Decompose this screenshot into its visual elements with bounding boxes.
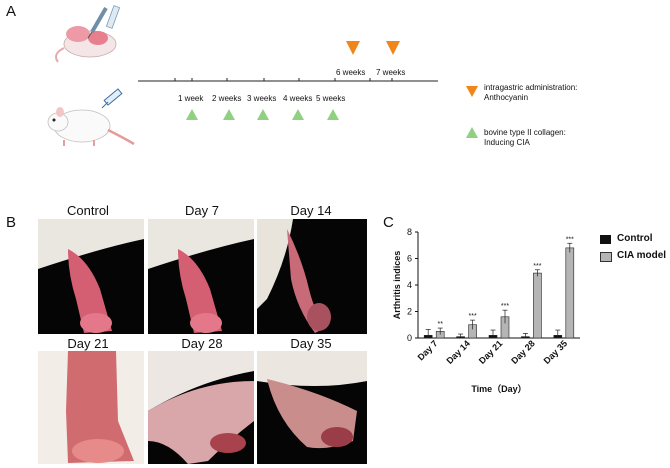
legend-cia-label: CIA model <box>617 250 667 261</box>
green-marker-week1 <box>186 109 198 120</box>
panel-c-letter: C <box>383 214 394 231</box>
green-marker-week3 <box>257 109 269 120</box>
chart-axes <box>415 231 580 339</box>
panel-a-letter: A <box>6 3 17 20</box>
photo-title-day28: Day 28 <box>181 336 223 351</box>
photo-title-day21: Day 21 <box>67 336 109 351</box>
rat-syringe-illustration <box>47 88 135 146</box>
photo-title-day7: Day 7 <box>185 203 219 218</box>
green-marker-week4 <box>292 109 304 120</box>
paw-photo-control <box>38 219 144 334</box>
legend-green-triangle <box>466 127 478 138</box>
chart-bars <box>423 242 575 339</box>
bar-cia-4 <box>533 272 542 339</box>
significance-label: *** <box>501 303 509 310</box>
paw-photo-day35 <box>257 351 367 464</box>
week-label-2: 2 weeks <box>212 94 242 103</box>
significance-label: *** <box>566 236 574 243</box>
paw-photo-day7 <box>148 219 254 334</box>
orange-marker-week7 <box>386 41 400 55</box>
photo-title-control: Control <box>67 203 109 218</box>
legend-control-label: Control <box>617 233 653 244</box>
legend-green-text: bovine type II collagen: Inducing CIA <box>484 128 566 148</box>
paw-photo-day28 <box>148 351 254 464</box>
arthritis-chart: 0 2 4 6 8 Arthritis indices ** Day 7 *** Day 14 **… <box>392 227 580 394</box>
photo-title-day35: Day 35 <box>290 336 332 351</box>
legend-orange-line1: intragastric administration: <box>484 83 578 92</box>
x-tick-label: Day 21 <box>477 338 505 366</box>
significance-label: *** <box>533 263 541 270</box>
timeline <box>138 41 438 120</box>
y-tick-label: 4 <box>407 280 412 290</box>
week-label-6: 6 weeks <box>336 68 366 77</box>
timeline-ticks <box>174 78 393 81</box>
rat-injection-illustration <box>55 5 121 63</box>
green-marker-week5 <box>327 109 339 120</box>
significance-label: *** <box>469 313 477 320</box>
x-axis-label: Time（Day） <box>471 384 526 394</box>
bar-cia-5 <box>565 247 575 339</box>
paw-photo-day21 <box>38 351 144 464</box>
week-label-5: 5 weeks <box>316 94 346 103</box>
x-tick-label: Day 28 <box>509 338 537 366</box>
week-label-1: 1 week <box>178 94 204 103</box>
legend-orange-text: intragastric administration: Anthocyanin <box>484 83 577 103</box>
green-marker-week2 <box>223 109 235 120</box>
x-tick-label: Day 14 <box>444 338 472 366</box>
legend-green-line1: bovine type II collagen: <box>484 128 566 137</box>
legend-orange-line2: Anthocyanin <box>484 93 529 102</box>
x-tick-label: Day 35 <box>542 338 570 366</box>
legend-control-swatch <box>600 235 611 244</box>
legend-orange-triangle <box>466 86 478 97</box>
y-axis-label: Arthritis indices <box>392 251 402 320</box>
week-label-7: 7 weeks <box>376 68 406 77</box>
paw-photo-day14 <box>257 219 367 334</box>
week-label-3: 3 weeks <box>247 94 277 103</box>
y-tick-label: 2 <box>407 307 412 317</box>
y-tick-label: 8 <box>407 227 412 237</box>
legend-cia-swatch <box>600 252 612 262</box>
y-tick-label: 6 <box>407 254 412 264</box>
week-label-4: 4 weeks <box>283 94 313 103</box>
y-tick-label: 0 <box>407 333 412 343</box>
chart-labels: 0 2 4 6 8 Arthritis indices ** Day 7 *** Day 14 **… <box>392 227 574 394</box>
significance-label: ** <box>437 321 443 328</box>
x-tick-label: Day 7 <box>416 338 440 362</box>
legend-green-line2: Inducing CIA <box>484 138 530 147</box>
photo-title-day14: Day 14 <box>290 203 332 218</box>
orange-marker-week6 <box>346 41 360 55</box>
panel-b-letter: B <box>6 214 17 231</box>
